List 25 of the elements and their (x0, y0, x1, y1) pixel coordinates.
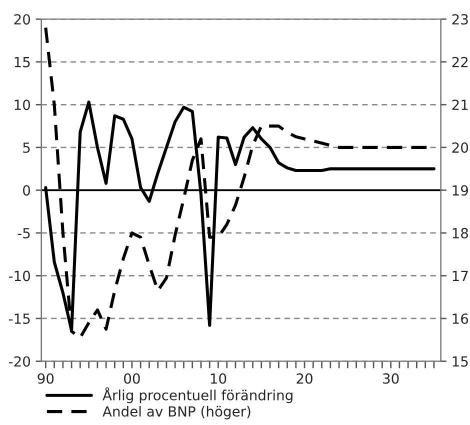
y-tick-label: 10 (14, 100, 30, 110)
y2-tick-label: 15 (452, 356, 468, 367)
y2-tick-label: 22 (452, 56, 468, 68)
x-tick-label: 00 (124, 373, 140, 384)
y2-tick-label: 20 (452, 142, 468, 153)
y2-tick-label: 17 (452, 270, 468, 281)
y-tick-label: -5 (18, 228, 30, 238)
y2-tick-label: 23 (452, 14, 468, 25)
y-tick-label: 0 (23, 185, 30, 196)
x-tick-label: 10 (210, 373, 226, 384)
y2-tick-label: 18 (452, 228, 468, 238)
y-tick-label: 5 (23, 142, 30, 153)
x-tick-label: 20 (296, 373, 312, 384)
y-tick-label: 20 (14, 14, 30, 25)
y2-tick-label: 16 (452, 313, 468, 324)
y-tick-label: -15 (8, 314, 30, 324)
y-tick-label: -20 (8, 356, 30, 367)
y2-tick-label: 21 (452, 100, 468, 110)
x-tick-label: 30 (383, 373, 399, 384)
legend-label: Årlig procentuell förändring (102, 387, 292, 404)
y2-tick-label: 19 (452, 185, 468, 196)
y-tick-label: -10 (8, 270, 30, 282)
y-tick-label: 15 (14, 57, 30, 68)
x-tick-label: 90 (38, 373, 54, 384)
legend-label: Andel av BNP (höger) (102, 406, 250, 420)
